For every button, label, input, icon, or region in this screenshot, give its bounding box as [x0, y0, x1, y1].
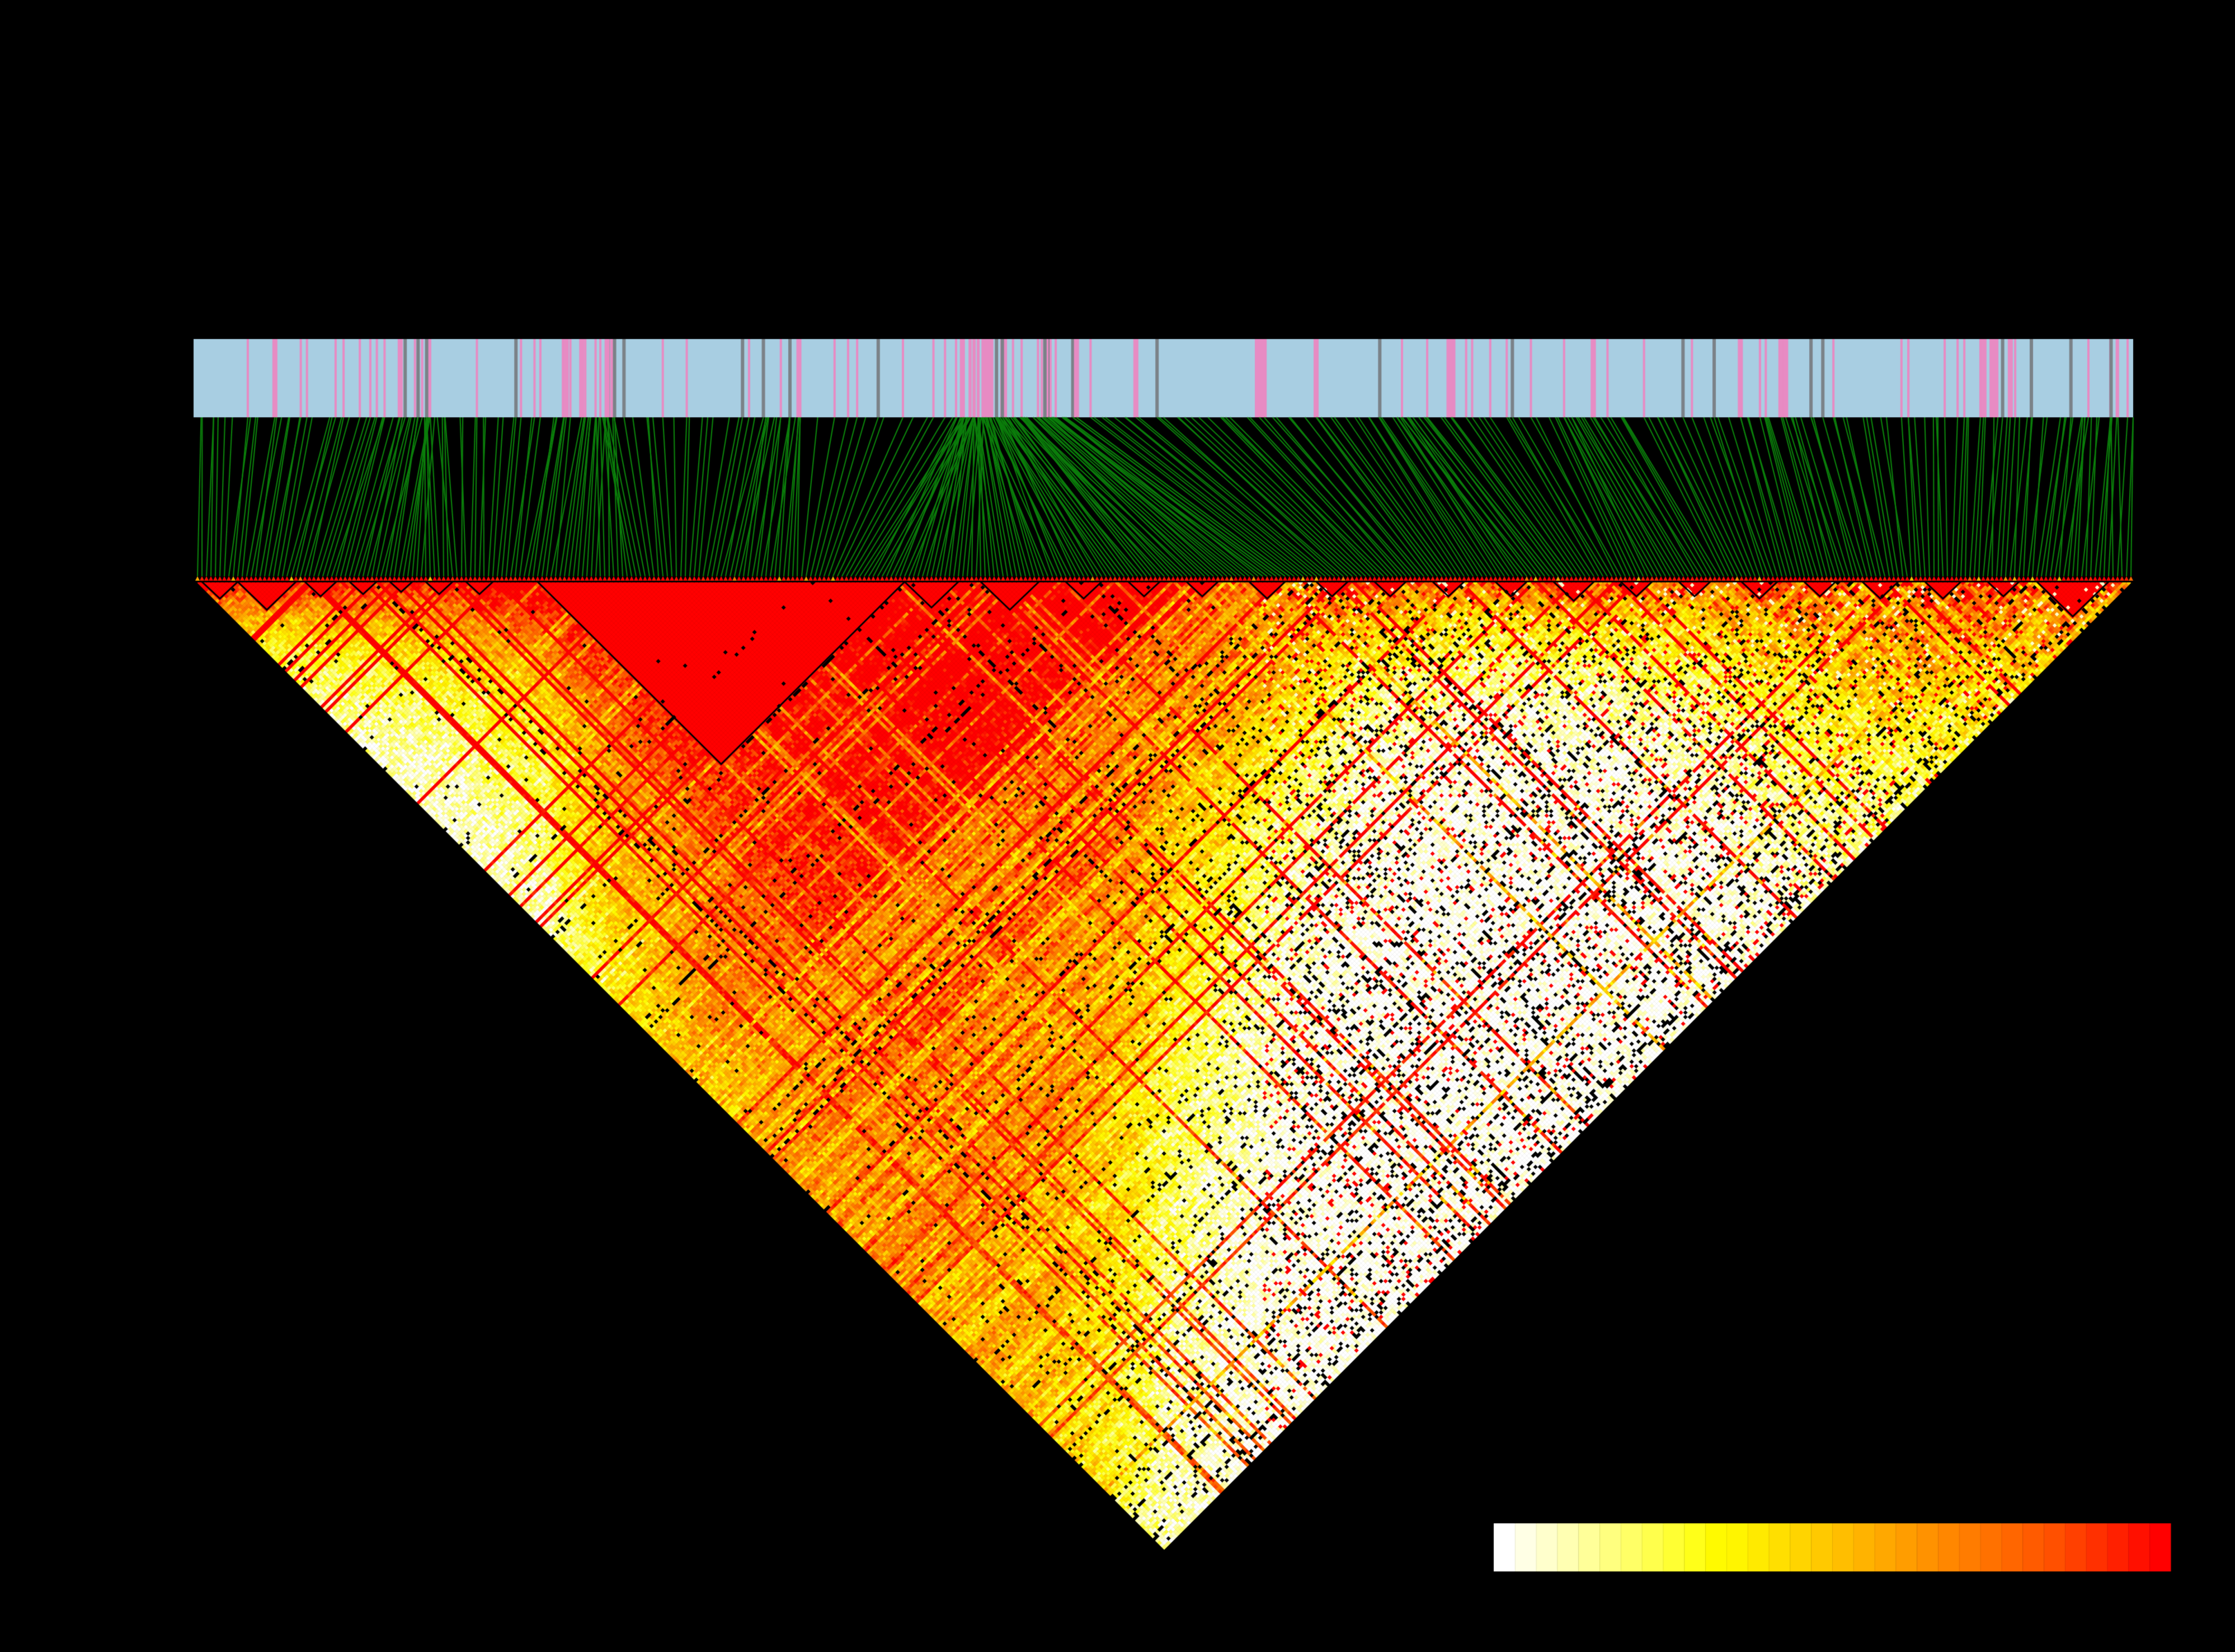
ld-plot-canvas	[0, 0, 2235, 1652]
ld-plot-figure	[0, 0, 2235, 1652]
